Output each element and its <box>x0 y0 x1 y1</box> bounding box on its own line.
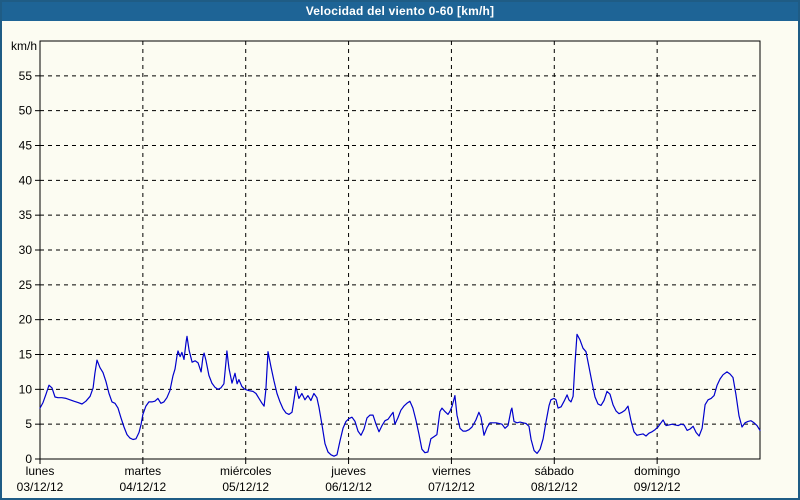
day-weekday-label: domingo <box>634 464 680 478</box>
y-tick-label: 30 <box>19 243 33 257</box>
day-date-label: 03/12/12 <box>17 480 64 494</box>
day-date-label: 08/12/12 <box>531 480 578 494</box>
y-tick-label: 40 <box>19 173 33 187</box>
plot-frame <box>39 40 761 460</box>
y-axis-unit: km/h <box>11 39 37 53</box>
y-tick-label: 45 <box>19 139 33 153</box>
day-date-label: 09/12/12 <box>634 480 681 494</box>
y-tick-label: 35 <box>19 208 33 222</box>
y-tick-label: 55 <box>19 69 33 83</box>
y-tick-label: 15 <box>19 348 33 362</box>
y-tick-label: 50 <box>19 104 33 118</box>
y-tick-label: 5 <box>25 417 32 431</box>
day-weekday-label: miércoles <box>220 464 271 478</box>
wind-speed-line <box>39 333 761 457</box>
day-weekday-label: sábado <box>535 464 575 478</box>
y-tick-label: 10 <box>19 382 33 396</box>
day-weekday-label: viernes <box>432 464 471 478</box>
day-weekday-label: martes <box>125 464 162 478</box>
page-title: Velocidad del viento 0-60 [km/h] <box>305 3 495 18</box>
y-tick-label: 25 <box>19 278 33 292</box>
day-weekday-label: lunes <box>26 464 55 478</box>
day-weekday-label: jueves <box>330 464 366 478</box>
day-date-label: 06/12/12 <box>325 480 372 494</box>
y-tick-label: 20 <box>19 313 33 327</box>
day-date-label: 07/12/12 <box>428 480 475 494</box>
day-date-label: 04/12/12 <box>119 480 166 494</box>
day-date-label: 05/12/12 <box>222 480 269 494</box>
y-tick-label: 0 <box>25 452 32 466</box>
title-bar: Velocidad del viento 0-60 [km/h] <box>0 0 800 21</box>
